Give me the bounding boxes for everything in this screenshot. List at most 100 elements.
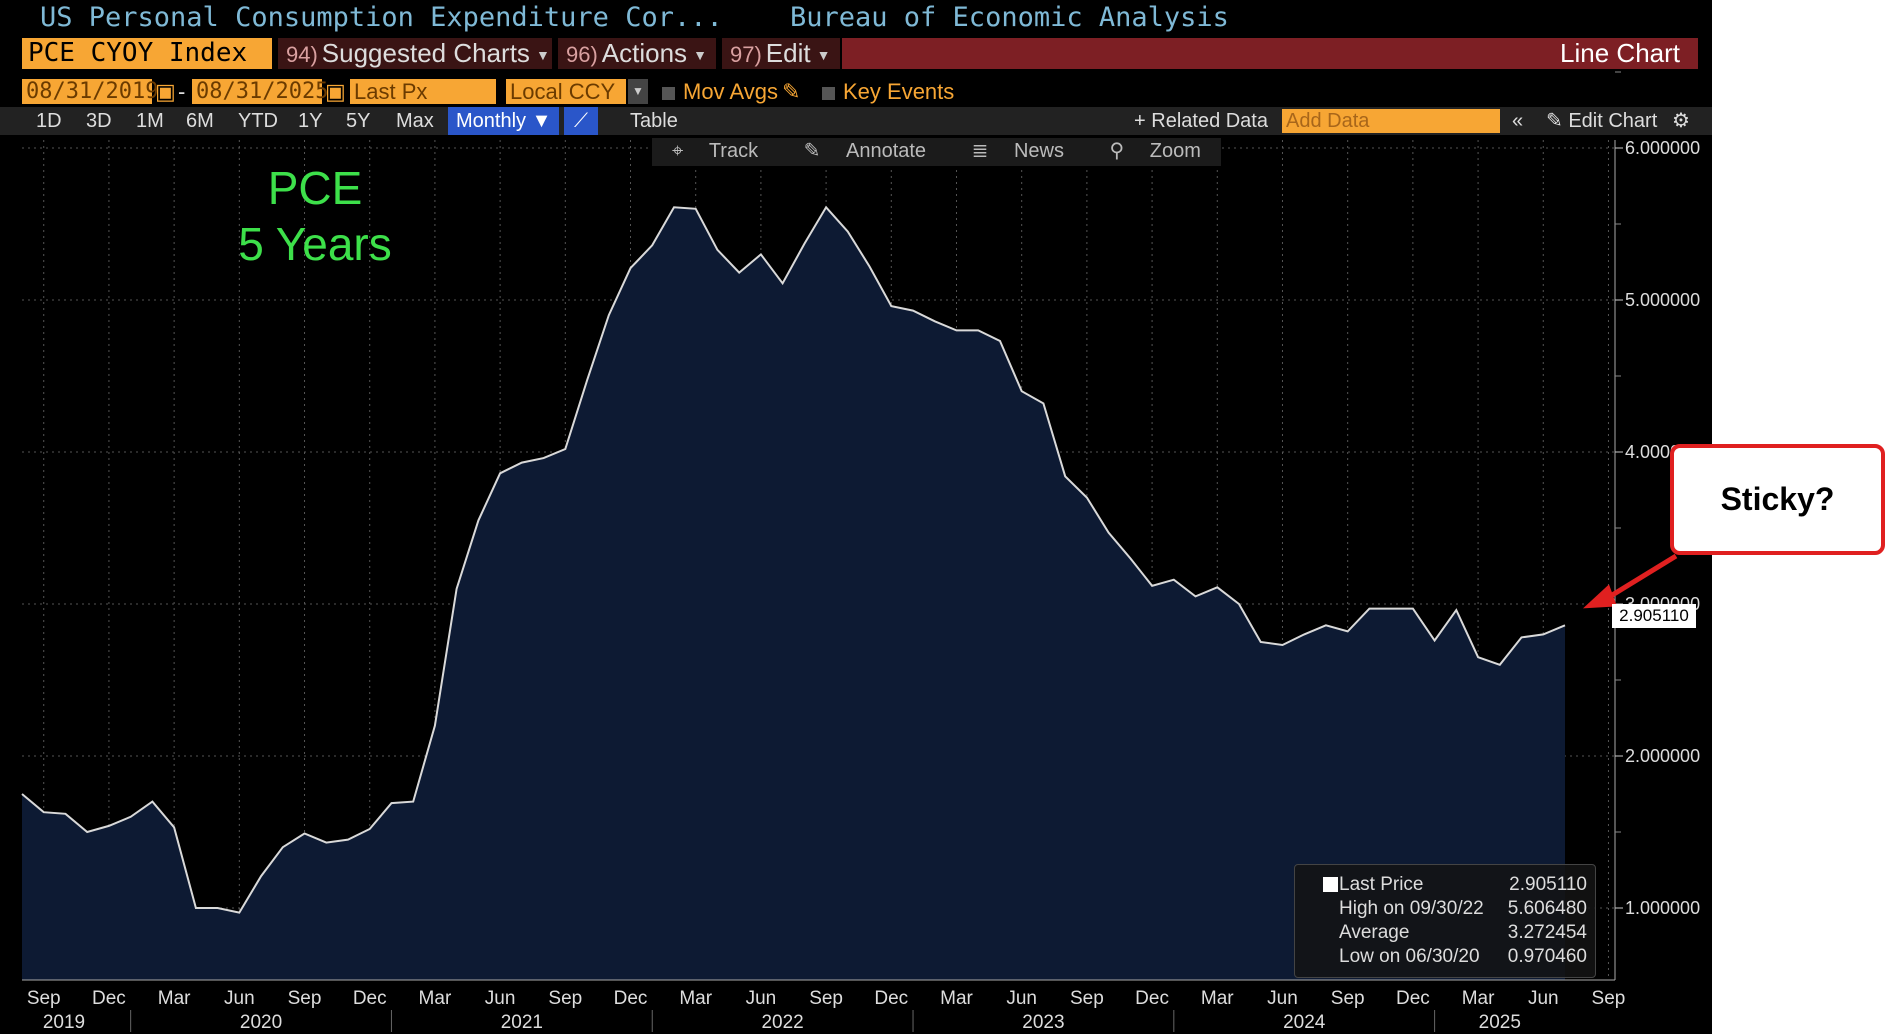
x-month-label: Jun (485, 988, 516, 1009)
annotate-button[interactable]: ✎ Annotate (794, 140, 936, 162)
legend-low: Low on 06/30/20 0.970460 (1309, 945, 1587, 969)
x-month-label: Dec (874, 988, 908, 1009)
x-month-label: Sep (27, 988, 61, 1009)
x-month-label: Dec (353, 988, 387, 1009)
ticker-field[interactable]: PCE CYOY Index (22, 38, 272, 69)
pce-chart: 1.0000002.0000003.0000004.0000005.000000… (21, 71, 1700, 1033)
x-month-label: Mar (1462, 988, 1495, 1009)
magnifier-icon: ⚲ (1109, 140, 1130, 162)
title-bar: US Personal Consumption Expenditure Cor.… (0, 0, 1712, 36)
period-max[interactable]: Max (396, 110, 434, 132)
mov-avgs-toggle[interactable]: Mov Avgs ✎ (662, 79, 800, 104)
chart-legend: Last Price 2.905110 High on 09/30/22 5.6… (1294, 864, 1596, 978)
chevron-down-icon: ▼ (531, 110, 552, 132)
series-line (21, 205, 1566, 914)
period-1m[interactable]: 1M (136, 110, 164, 132)
source-name: Bureau of Economic Analysis (790, 2, 1229, 33)
command-bar: PCE CYOY Index 94) Suggested Charts ▼ 96) A… (0, 38, 1712, 69)
checkbox-icon (822, 86, 835, 100)
crosshair-icon: ⌖ (672, 140, 689, 162)
news-icon: ≣ (971, 140, 994, 162)
security-name: US Personal Consumption Expenditure Cor.… (40, 2, 723, 33)
period-1y[interactable]: 1Y (298, 110, 323, 132)
callout-arrow (1583, 553, 1678, 609)
related-data-button[interactable]: + Related Data (1134, 107, 1268, 135)
news-button[interactable]: ≣ News (962, 140, 1074, 162)
x-month-label: Mar (940, 988, 973, 1009)
x-month-label: Sep (548, 988, 582, 1009)
x-month-label: Dec (1396, 988, 1430, 1009)
line-chart-icon[interactable]: ⟋ (564, 107, 598, 135)
arrow-head (1583, 584, 1617, 609)
actions-button[interactable]: 96) Actions ▼ (558, 38, 716, 69)
calendar-icon[interactable]: ▣ (155, 79, 176, 104)
add-data-input[interactable]: Add Data (1282, 109, 1500, 133)
frequency-select[interactable]: Monthly ▼ (448, 107, 560, 135)
chart-toolbar: 1D 3D 1M 6M YTD 1Y 5Y Max Monthly ▼ ⟋ Ta… (0, 107, 1712, 135)
actions-label: Actions (601, 38, 688, 68)
legend-high: High on 09/30/22 5.606480 (1309, 897, 1587, 921)
gear-icon[interactable]: ⚙ (1672, 110, 1690, 132)
collapse-icon[interactable]: « (1512, 110, 1524, 132)
series-swatch (1323, 877, 1338, 892)
chevron-down-icon[interactable]: ▼ (628, 79, 648, 104)
period-3d[interactable]: 3D (86, 110, 112, 132)
legend-last-value: 2.905110 (1509, 874, 1587, 895)
field-select[interactable]: Last Px (350, 79, 496, 104)
legend-average: Average 3.272454 (1309, 921, 1587, 945)
last-value-tag: 2.905110 (1612, 604, 1696, 628)
x-year-label: 2024 (1283, 1012, 1326, 1033)
x-month-label: Jun (1528, 988, 1559, 1009)
zoom-label: Zoom (1149, 140, 1201, 162)
frequency-label: Monthly (456, 110, 527, 132)
y-tick-label: 2.000000 (1625, 746, 1700, 766)
chart-annotation: PCE 5 Years (190, 160, 440, 272)
track-button[interactable]: ⌖ Track (662, 140, 768, 162)
x-month-label: Mar (679, 988, 712, 1009)
period-ytd[interactable]: YTD (238, 110, 278, 132)
x-month-label: Jun (224, 988, 255, 1009)
edit-button[interactable]: 97) Edit ▼ (722, 38, 840, 69)
legend-high-label: High on 09/30/22 (1339, 898, 1484, 919)
x-year-label: 2021 (501, 1012, 543, 1033)
x-month-label: Mar (158, 988, 191, 1009)
chevron-down-icon: ▼ (693, 46, 707, 63)
date-dash: - (178, 79, 186, 104)
sticky-callout: Sticky? (1670, 444, 1885, 555)
x-month-label: Sep (288, 988, 322, 1009)
period-1d[interactable]: 1D (36, 110, 62, 132)
x-month-label: Sep (809, 988, 843, 1009)
suggested-charts-button[interactable]: 94) Suggested Charts ▼ (278, 38, 552, 69)
calendar-icon[interactable]: ▣ (325, 79, 346, 104)
checkbox-icon (662, 86, 675, 100)
x-month-label: Dec (92, 988, 126, 1009)
zoom-button[interactable]: ⚲ Zoom (1100, 140, 1211, 162)
series-area (22, 207, 1565, 981)
period-6m[interactable]: 6M (186, 110, 214, 132)
period-5y[interactable]: 5Y (346, 110, 371, 132)
related-data-label: Related Data (1151, 110, 1268, 132)
y-tick-label: 1.000000 (1625, 898, 1700, 918)
x-month-label: Mar (1201, 988, 1234, 1009)
plus-icon: + (1134, 110, 1152, 132)
x-axis: Sep Dec Mar Jun Sep Dec Mar Jun Sep Dec Mar Jun Sep D… (22, 979, 1625, 1033)
key-events-toggle[interactable]: Key Events (822, 79, 954, 104)
news-label: News (1013, 140, 1064, 162)
legend-avg-label: Average (1339, 922, 1410, 943)
track-label: Track (708, 140, 759, 162)
annotate-label: Annotate (845, 140, 927, 162)
mov-avgs-label: Mov Avgs (683, 79, 778, 104)
legend-last-label: Last Price (1339, 874, 1424, 895)
edit-chart-button[interactable]: ✎ Edit Chart (1546, 107, 1657, 135)
table-button[interactable]: Table (630, 110, 678, 132)
x-year-label: 2025 (1479, 1012, 1521, 1033)
y-tick-label: 6.000000 (1625, 138, 1700, 158)
x-year-label: 2019 (43, 1012, 85, 1033)
end-date-field[interactable]: 08/31/2025 (192, 79, 328, 104)
currency-select[interactable]: Local CCY (506, 79, 626, 104)
start-date-field[interactable]: 08/31/2019 (22, 79, 158, 104)
field-row: 08/31/2019 ▣ - 08/31/2025 ▣ Last Px Loca… (0, 79, 1712, 106)
x-month-label: Dec (614, 988, 648, 1009)
annotation-line2: 5 Years (238, 218, 392, 270)
